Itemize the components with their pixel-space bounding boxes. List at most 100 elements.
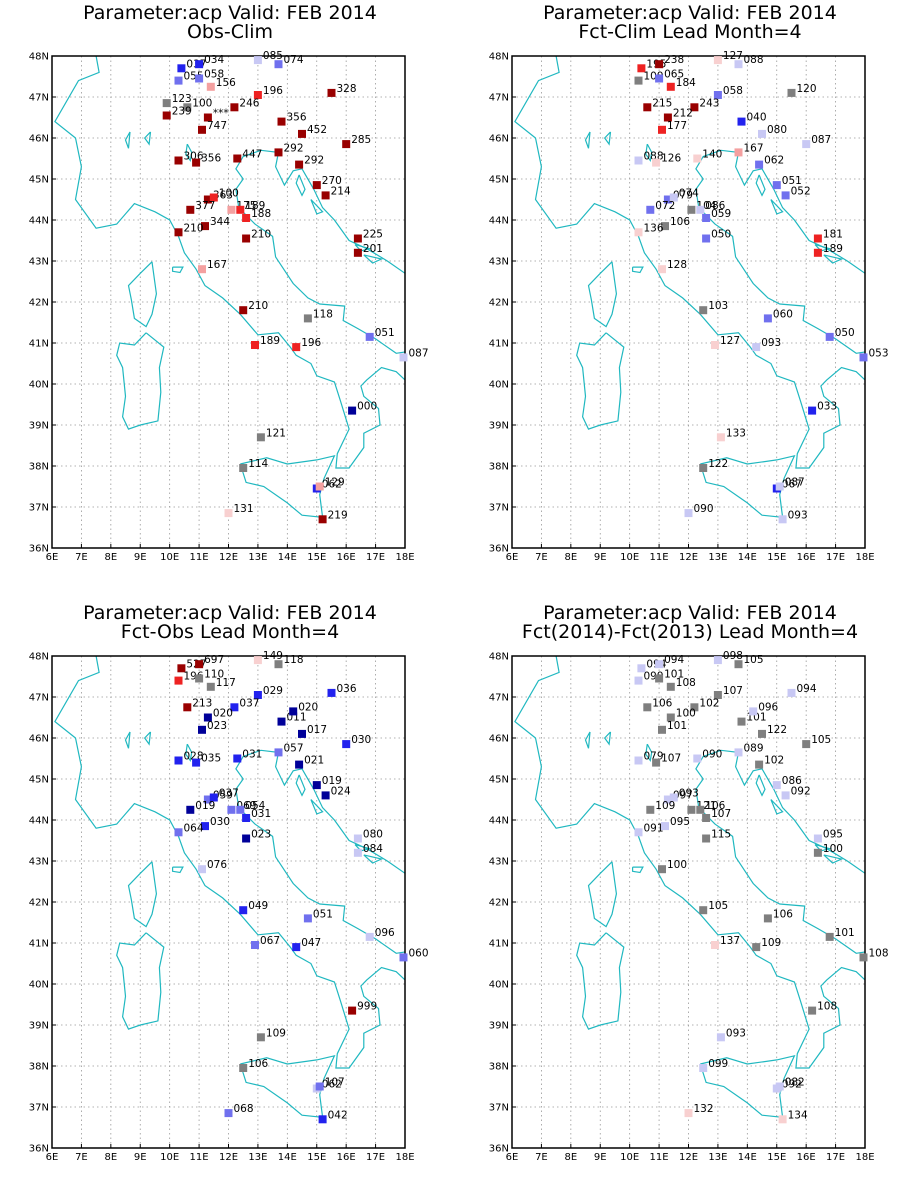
station-marker <box>353 234 362 243</box>
coastline <box>514 656 865 1118</box>
station-value-label: 068 <box>234 1103 254 1115</box>
station-value-label: 356 <box>201 153 221 165</box>
station-value-label: 019 <box>322 775 342 787</box>
station-value-label: 058 <box>723 85 743 97</box>
station-marker <box>227 205 236 214</box>
lat-tick-label: 38N <box>489 1062 509 1073</box>
station-marker <box>781 791 790 800</box>
station-value-label: 127 <box>723 50 743 62</box>
station-marker <box>195 674 204 683</box>
station-marker <box>274 660 283 669</box>
coastline-segment <box>54 56 405 469</box>
station-marker <box>353 248 362 257</box>
lon-tick-label: 12E <box>679 552 698 563</box>
station-value-label: 052 <box>791 185 811 197</box>
station-marker <box>177 64 186 73</box>
station-marker <box>198 725 206 734</box>
station-map: 6E 7E 8E 9E 10E 11E 12E 13E 14E 15E 16E 17E 18E 36N 37… <box>489 650 889 1163</box>
coastline-segment <box>116 332 165 430</box>
station-marker <box>348 406 357 415</box>
lat-tick-label: 41N <box>489 339 509 350</box>
station-value-label: 140 <box>702 149 722 161</box>
station-marker <box>312 781 321 790</box>
station-marker <box>236 205 245 214</box>
station-marker <box>646 205 655 214</box>
station-value-label: 167 <box>744 142 764 154</box>
station-marker <box>763 314 772 323</box>
station-value-label: 356 <box>287 112 307 124</box>
lat-tick-label: 36N <box>489 1144 509 1155</box>
station-marker <box>198 865 206 874</box>
panel-title: Parameter:acp Valid: FEB 2014 <box>83 602 377 624</box>
station-marker <box>242 234 251 243</box>
coastline-segment <box>770 199 784 215</box>
station-value-label: 189 <box>823 243 843 255</box>
panel-subtitle: Fct-Obs Lead Month=4 <box>120 621 340 643</box>
station-value-label: 105 <box>744 654 764 666</box>
station-marker <box>658 725 666 734</box>
station-value-label: 059 <box>213 790 233 802</box>
lat-tick-label: 41N <box>489 939 509 950</box>
lon-tick-label: 15E <box>307 1152 326 1163</box>
coastline-segment <box>587 861 618 928</box>
station-marker <box>353 834 362 843</box>
station-value-label: 201 <box>363 243 383 255</box>
lat-tick-label: 43N <box>489 857 509 868</box>
station-value-label: 123 <box>172 93 192 105</box>
lon-tick-label: 10E <box>620 552 639 563</box>
lon-tick-label: 7E <box>75 552 88 563</box>
station-value-label: 292 <box>304 155 324 167</box>
station-value-label: 092 <box>782 1079 802 1091</box>
lon-tick-label: 13E <box>708 1152 727 1163</box>
lat-tick-label: 36N <box>29 544 49 555</box>
station-marker <box>192 158 201 167</box>
station-marker <box>318 1115 327 1124</box>
lon-tick-label: 10E <box>160 1152 179 1163</box>
station-marker <box>233 754 242 763</box>
lon-tick-label: 16E <box>337 552 356 563</box>
station-value-label: 080 <box>363 829 383 841</box>
station-marker <box>195 660 204 669</box>
station-marker <box>192 758 201 767</box>
station-value-label: 095 <box>823 829 843 841</box>
station-value-label: 035 <box>201 753 221 765</box>
station-marker <box>637 664 646 673</box>
lat-tick-label: 47N <box>29 693 49 704</box>
station-value-label: 059 <box>711 208 731 220</box>
lat-tick-label: 37N <box>29 1103 49 1114</box>
station-marker <box>399 353 408 362</box>
station-value-label: 020 <box>298 701 318 713</box>
station-value-label: 117 <box>216 677 236 689</box>
station-value-label: 107 <box>325 1077 345 1089</box>
coastline-segment <box>632 266 644 274</box>
station-marker <box>203 195 212 204</box>
station-value-label: 082 <box>785 1077 805 1089</box>
lat-tick-label: 44N <box>489 216 509 227</box>
station-marker <box>663 195 672 204</box>
station-value-label: 106 <box>670 216 690 228</box>
station-marker <box>295 760 304 769</box>
station-value-label: 110 <box>204 669 224 681</box>
lon-tick-label: 8E <box>104 1152 117 1163</box>
lat-tick-label: 47N <box>29 93 49 104</box>
station-marker <box>312 181 321 190</box>
station-marker <box>652 158 661 167</box>
lon-tick-label: 18E <box>395 552 414 563</box>
coastline-segment <box>823 854 844 864</box>
station-value-label: 094 <box>797 683 817 695</box>
station-marker <box>186 205 195 214</box>
station-map: 6E 7E 8E 9E 10E 11E 12E 13E 14E 15E 16E 17E 18E 36N 37… <box>29 650 429 1163</box>
station-marker <box>693 154 702 163</box>
station-marker <box>699 1064 708 1072</box>
station-marker <box>256 433 265 442</box>
station-value-label: 106 <box>773 908 793 920</box>
station-marker <box>298 129 306 138</box>
lat-tick-label: 42N <box>489 898 509 909</box>
lon-tick-label: 17E <box>826 552 845 563</box>
station-marker <box>711 941 719 949</box>
station-marker <box>365 332 374 341</box>
station-value-label: 101 <box>664 669 684 681</box>
coastline-segment <box>127 861 158 928</box>
lat-tick-label: 47N <box>489 93 509 104</box>
station-value-label: 114 <box>248 458 268 470</box>
